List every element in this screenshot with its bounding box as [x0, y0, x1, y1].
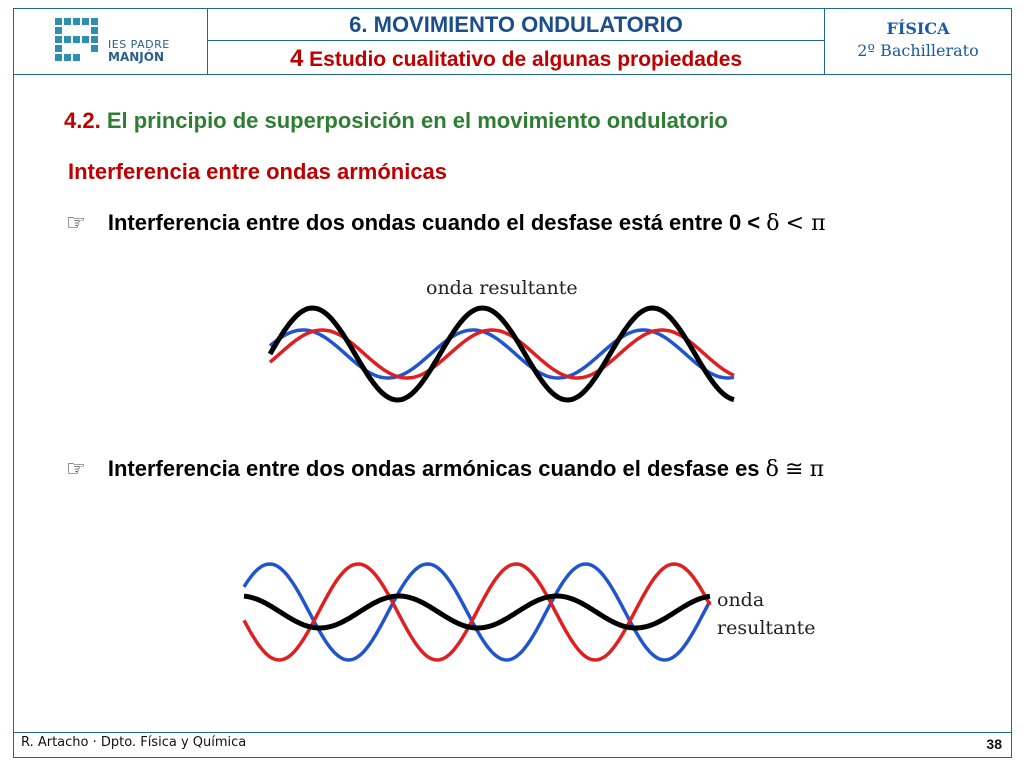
subject-label: FÍSICA 2º Bachillerato — [828, 18, 1008, 62]
bullet1-text: Interferencia entre dos ondas cuando el … — [107, 210, 761, 235]
delta-symbol: δ — [766, 211, 780, 236]
logo-grid-icon — [55, 18, 98, 61]
footer-author: R. Artacho · Dpto. Física y Química — [21, 735, 247, 750]
pointing-hand-icon: ☞ — [66, 211, 86, 236]
resultant-label-2: onda resultante — [717, 586, 815, 642]
wave-blue-1 — [268, 328, 735, 380]
page-heading: 4.2. El principio de superposición en el… — [64, 108, 728, 134]
bullet-opposite-phase: ☞ Interferencia entre dos ondas armónica… — [66, 456, 824, 482]
resultant-label-2-line2: resultante — [717, 617, 816, 639]
pi-symbol: π — [809, 457, 825, 482]
heading-number: 4.2. — [64, 108, 101, 133]
pointing-hand-icon: ☞ — [66, 457, 86, 482]
less-than-pi-symbol: < π — [785, 211, 826, 236]
subject-course: 2º Bachillerato — [857, 41, 979, 60]
section-title-text: Estudio cualitativo de algunas propiedad… — [309, 48, 743, 71]
footer-divider — [13, 732, 1012, 733]
chapter-title: 6. MOVIMIENTO ONDULATORIO — [208, 8, 824, 41]
title-box: 6. MOVIMIENTO ONDULATORIO 4 Estudio cual… — [207, 8, 825, 74]
bullet-partial-phase: ☞ Interferencia entre dos ondas cuando e… — [66, 210, 826, 236]
header-divider — [13, 74, 1012, 75]
subject-name: FÍSICA — [886, 19, 950, 38]
diagram-destructive — [242, 562, 712, 662]
delta-symbol: δ — [765, 457, 779, 482]
school-logo: IES PADRE MANJÓN — [50, 14, 180, 68]
bullet2-text: Interferencia entre dos ondas armónicas … — [107, 456, 760, 481]
wave-resultant-2 — [243, 593, 711, 631]
approx-equal-symbol: ≅ — [785, 457, 804, 482]
section-title: 4 Estudio cualitativo de algunas propied… — [208, 41, 824, 74]
subheading: Interferencia entre ondas armónicas — [68, 159, 448, 184]
wave-red-2 — [242, 562, 712, 662]
logo-line-2: MANJÓN — [108, 50, 164, 64]
heading-text: El principio de superposición en el movi… — [106, 108, 728, 133]
wave-resultant-1 — [267, 305, 735, 403]
page-number: 38 — [986, 736, 1002, 752]
section-number: 4 — [289, 45, 304, 72]
diagram-constructive — [267, 305, 735, 403]
logo-line-1: IES PADRE — [108, 38, 170, 51]
logo-text: IES PADRE MANJÓN — [108, 38, 170, 64]
resultant-label-1: onda resultante — [426, 277, 578, 299]
resultant-label-2-line1: onda — [717, 589, 765, 611]
slide-frame — [13, 8, 1012, 758]
